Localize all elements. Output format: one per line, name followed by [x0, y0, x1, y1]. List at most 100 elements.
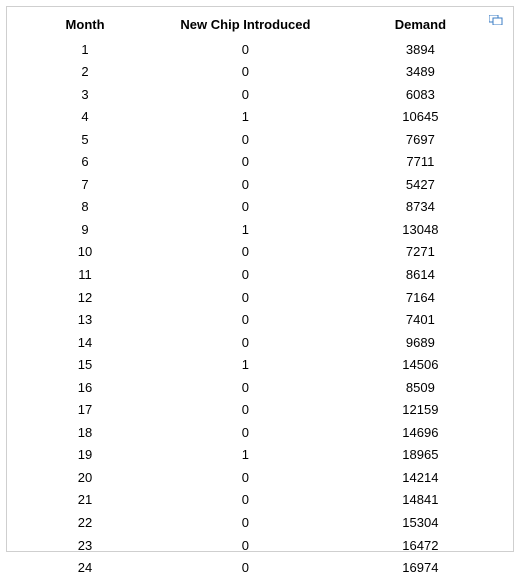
table-row: 808734: [17, 196, 503, 219]
cell-demand: 14696: [338, 421, 503, 444]
column-header-new-chip: New Chip Introduced: [153, 13, 338, 38]
cell-demand: 8614: [338, 263, 503, 286]
table-row: 9113048: [17, 218, 503, 241]
cell-month: 16: [17, 376, 153, 399]
table-row: 20014214: [17, 466, 503, 489]
cell-demand: 15304: [338, 511, 503, 534]
cell-month: 8: [17, 196, 153, 219]
table-row: 1608509: [17, 376, 503, 399]
cell-new-chip: 0: [153, 511, 338, 534]
cell-new-chip: 0: [153, 331, 338, 354]
cell-new-chip: 0: [153, 173, 338, 196]
cell-new-chip: 0: [153, 466, 338, 489]
cell-demand: 7401: [338, 309, 503, 332]
cell-new-chip: 0: [153, 489, 338, 512]
cell-new-chip: 0: [153, 196, 338, 219]
cell-demand: 12159: [338, 399, 503, 422]
cell-demand: 18965: [338, 444, 503, 467]
cell-new-chip: 0: [153, 286, 338, 309]
cell-new-chip: 1: [153, 106, 338, 129]
table-row: 507697: [17, 128, 503, 151]
cell-month: 9: [17, 218, 153, 241]
cell-month: 10: [17, 241, 153, 264]
table-row: 306083: [17, 83, 503, 106]
data-table-panel: Month New Chip Introduced Demand 1038942…: [6, 6, 514, 552]
cell-new-chip: 1: [153, 354, 338, 377]
cell-demand: 13048: [338, 218, 503, 241]
table-row: 1307401: [17, 309, 503, 332]
cell-demand: 16974: [338, 557, 503, 579]
column-header-demand: Demand: [338, 13, 503, 38]
cell-demand: 8734: [338, 196, 503, 219]
cell-month: 6: [17, 151, 153, 174]
cell-month: 5: [17, 128, 153, 151]
cell-month: 13: [17, 309, 153, 332]
cell-new-chip: 0: [153, 241, 338, 264]
table-row: 705427: [17, 173, 503, 196]
cell-demand: 3489: [338, 61, 503, 84]
table-row: 607711: [17, 151, 503, 174]
cell-demand: 10645: [338, 106, 503, 129]
cell-demand: 14506: [338, 354, 503, 377]
cell-month: 23: [17, 534, 153, 557]
cell-month: 24: [17, 557, 153, 579]
cell-month: 21: [17, 489, 153, 512]
table-row: 21014841: [17, 489, 503, 512]
cell-month: 1: [17, 38, 153, 61]
cell-new-chip: 0: [153, 263, 338, 286]
cell-demand: 14214: [338, 466, 503, 489]
cell-month: 19: [17, 444, 153, 467]
cell-demand: 7711: [338, 151, 503, 174]
table-row: 19118965: [17, 444, 503, 467]
cell-new-chip: 1: [153, 444, 338, 467]
cell-new-chip: 0: [153, 61, 338, 84]
cell-new-chip: 0: [153, 421, 338, 444]
cell-month: 4: [17, 106, 153, 129]
cell-new-chip: 0: [153, 83, 338, 106]
cell-month: 17: [17, 399, 153, 422]
table-row: 18014696: [17, 421, 503, 444]
cell-new-chip: 0: [153, 376, 338, 399]
cell-month: 12: [17, 286, 153, 309]
cell-demand: 6083: [338, 83, 503, 106]
cell-month: 22: [17, 511, 153, 534]
table-row: 1409689: [17, 331, 503, 354]
table-row: 4110645: [17, 106, 503, 129]
cell-new-chip: 0: [153, 151, 338, 174]
table-row: 17012159: [17, 399, 503, 422]
table-row: 23016472: [17, 534, 503, 557]
table-row: 1108614: [17, 263, 503, 286]
cell-new-chip: 0: [153, 128, 338, 151]
table-row: 103894: [17, 38, 503, 61]
table-row: 15114506: [17, 354, 503, 377]
column-header-month: Month: [17, 13, 153, 38]
expand-icon[interactable]: [489, 15, 503, 25]
cell-demand: 5427: [338, 173, 503, 196]
table-row: 24016974: [17, 557, 503, 579]
cell-month: 18: [17, 421, 153, 444]
cell-demand: 16472: [338, 534, 503, 557]
cell-month: 20: [17, 466, 153, 489]
cell-new-chip: 1: [153, 218, 338, 241]
table-row: 1007271: [17, 241, 503, 264]
cell-demand: 7697: [338, 128, 503, 151]
cell-demand: 3894: [338, 38, 503, 61]
cell-new-chip: 0: [153, 557, 338, 579]
cell-month: 3: [17, 83, 153, 106]
cell-demand: 8509: [338, 376, 503, 399]
cell-new-chip: 0: [153, 399, 338, 422]
table-row: 1207164: [17, 286, 503, 309]
cell-demand: 14841: [338, 489, 503, 512]
cell-month: 7: [17, 173, 153, 196]
cell-new-chip: 0: [153, 534, 338, 557]
cell-demand: 7271: [338, 241, 503, 264]
cell-month: 15: [17, 354, 153, 377]
cell-new-chip: 0: [153, 38, 338, 61]
table-row: 22015304: [17, 511, 503, 534]
cell-month: 2: [17, 61, 153, 84]
data-table: Month New Chip Introduced Demand 1038942…: [17, 13, 503, 579]
table-header-row: Month New Chip Introduced Demand: [17, 13, 503, 38]
cell-demand: 9689: [338, 331, 503, 354]
cell-month: 14: [17, 331, 153, 354]
table-row: 203489: [17, 61, 503, 84]
